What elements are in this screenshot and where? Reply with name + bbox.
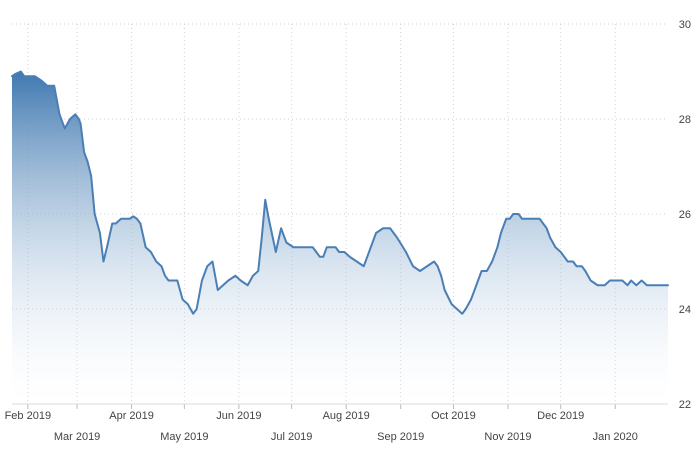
y-tick-label: 24 (679, 304, 691, 316)
x-tick-label: Dec 2019 (537, 410, 584, 422)
x-tick-label: Mar 2019 (54, 431, 100, 443)
x-tick-label: Oct 2019 (431, 410, 476, 422)
y-tick-label: 28 (679, 114, 691, 126)
x-tick-label: May 2019 (160, 431, 208, 443)
series-line (11, 70, 669, 315)
x-tick-label: Jul 2019 (271, 431, 313, 443)
series-area (12, 71, 668, 404)
x-tick-label: Feb 2019 (5, 410, 51, 422)
x-tick-label: Jan 2020 (593, 431, 638, 443)
y-tick-label: 30 (679, 19, 691, 31)
x-tick-label: Apr 2019 (109, 410, 154, 422)
x-tick-label: Jun 2019 (216, 410, 261, 422)
x-tick-label: Aug 2019 (323, 410, 370, 422)
y-tick-label: 22 (679, 399, 691, 411)
x-tick-label: Nov 2019 (484, 431, 531, 443)
series-line-path (11, 70, 669, 315)
y-tick-label: 26 (679, 209, 691, 221)
y-axis-ticks: 22 24 26 28 30 (679, 19, 691, 411)
x-tick-label: Sep 2019 (377, 431, 424, 443)
area-fill (12, 71, 668, 404)
